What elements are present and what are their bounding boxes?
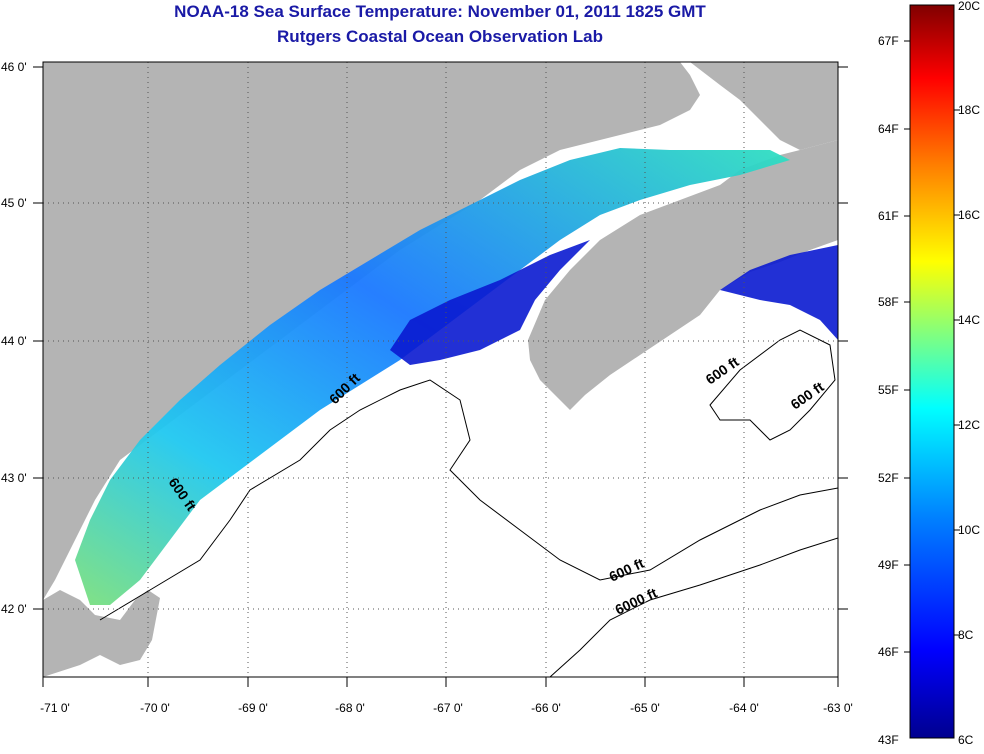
- colorbar-f-label: 49F: [878, 558, 899, 572]
- colorbar-c-label: 16C: [958, 208, 980, 222]
- colorbar-c-label: 8C: [958, 628, 974, 642]
- colorbar-f-label: 46F: [878, 645, 899, 659]
- lon-tick-label: -71 0': [40, 701, 70, 715]
- chart-subtitle: Rutgers Coastal Ocean Observation Lab: [277, 27, 603, 46]
- lat-tick-label: 46 0': [1, 60, 27, 74]
- chart-title: NOAA-18 Sea Surface Temperature: Novembe…: [174, 2, 706, 21]
- colorbar-c-label: 14C: [958, 313, 980, 327]
- lon-tick-label: -64 0': [729, 701, 759, 715]
- colorbar-c-label: 18C: [958, 103, 980, 117]
- colorbar-f-label: 64F: [878, 122, 899, 136]
- lon-tick-label: -70 0': [140, 701, 170, 715]
- colorbar-c-label: 12C: [958, 418, 980, 432]
- lon-tick-label: -69 0': [238, 701, 268, 715]
- colorbar-f-label: 61F: [878, 209, 899, 223]
- land-new-brunswick: [690, 62, 838, 150]
- lon-labels: -71 0' -70 0' -69 0' -68 0' -67 0' -66 0…: [40, 701, 853, 715]
- map-frame: [42, 61, 839, 678]
- colorbar-f-label: 43F: [878, 733, 899, 747]
- colorbar-f-label: 52F: [878, 471, 899, 485]
- lat-tick-label: 45 0': [1, 196, 27, 210]
- colorbar-f-labels: 67F 64F 61F 58F 55F 52F 49F 46F 43F: [878, 34, 899, 747]
- land-nova-scotia: [528, 140, 838, 410]
- lon-tick-label: -67 0': [433, 701, 463, 715]
- land-cape-cod: [43, 590, 160, 677]
- colorbar-f-label: 58F: [878, 295, 899, 309]
- colorbar: [909, 4, 955, 739]
- colorbar-f-label: 67F: [878, 34, 899, 48]
- colorbar-c-label: 20C: [958, 0, 980, 13]
- contour-600ft-east: [709, 329, 836, 441]
- lat-tick-label: 43 0': [1, 471, 27, 485]
- colorbar-c-label: 6C: [958, 733, 974, 747]
- lat-tick-label: 42 0': [1, 602, 27, 616]
- lon-tick-label: -68 0': [335, 701, 365, 715]
- axis-ticks: [33, 66, 848, 687]
- land-new-england: [43, 62, 700, 600]
- colorbar-f-label: 55F: [878, 383, 899, 397]
- lon-tick-label: -66 0': [531, 701, 561, 715]
- colorbar-c-labels: 20C 18C 16C 14C 12C 10C 8C 6C: [958, 0, 980, 747]
- lon-tick-label: -63 0': [823, 701, 853, 715]
- sst-cold-east: [720, 245, 838, 340]
- contour-600ft-west: [99, 379, 838, 621]
- sst-cold-region: [390, 240, 590, 365]
- lat-labels: 46 0' 45 0' 44 0' 43 0' 42 0': [1, 60, 27, 616]
- lon-tick-label: -65 0': [630, 701, 660, 715]
- lat-tick-label: 44 0': [1, 334, 27, 348]
- colorbar-c-label: 10C: [958, 523, 980, 537]
- sst-swath: [75, 148, 790, 605]
- contour-6000ft: [549, 537, 838, 677]
- colorbar-ticks: [904, 40, 960, 653]
